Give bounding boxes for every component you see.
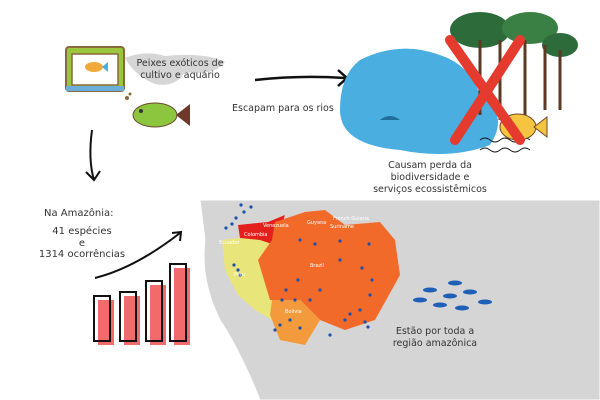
green-fish-icon <box>125 92 190 128</box>
bar-chart-icon <box>93 230 190 345</box>
occurrence-point <box>230 222 234 226</box>
occurrence-point <box>338 239 342 243</box>
arrow-escape <box>254 75 346 82</box>
occurrence-point <box>280 298 284 302</box>
country-label-french-guiana: French Guiana <box>333 216 369 222</box>
occurrence-point <box>296 278 300 282</box>
occurrence-point <box>234 216 238 220</box>
school-fish <box>443 293 457 299</box>
occurrence-point <box>328 333 332 337</box>
occurrence-point <box>273 328 277 332</box>
occurrence-point <box>308 298 312 302</box>
country-label-bolivia: Bolivia <box>285 309 302 315</box>
school-fish <box>478 299 492 305</box>
occurrence-point <box>358 308 362 312</box>
occurrence-point <box>366 325 370 329</box>
spread-label: Estão por toda a região amazônica <box>392 326 478 349</box>
occurrence-point <box>288 318 292 322</box>
occurrence-point <box>363 320 367 324</box>
and-label: e <box>78 238 86 249</box>
country-label-suriname: Suriname <box>330 224 354 230</box>
occurrence-point <box>249 205 253 209</box>
occurrence-point <box>318 288 322 292</box>
text-cloud <box>125 53 225 85</box>
occurrence-point <box>298 326 302 330</box>
occurrence-point <box>284 288 288 292</box>
species-count: 41 espécies <box>52 226 112 237</box>
occurrence-point <box>239 203 243 207</box>
amazon-title: Na Amazônia: <box>44 208 114 219</box>
country-label-peru: Peru <box>234 272 245 278</box>
occurrence-point <box>298 238 302 242</box>
occurrence-point <box>236 268 240 272</box>
school-fish <box>413 297 427 303</box>
country-label-colombia: Colombia <box>244 232 268 238</box>
arrow-down <box>89 129 95 181</box>
country-label-brazil: Brazil <box>310 263 324 269</box>
occurrence-point <box>313 242 317 246</box>
south-america-map: Venezuela Colombia Ecuador Peru Brazil B… <box>199 199 600 400</box>
occurrence-point <box>238 273 242 277</box>
source-label: Peixes exóticos de cultivo e aquário <box>136 58 224 81</box>
school-fish <box>448 280 462 286</box>
occurrence-point <box>232 263 236 267</box>
cross-icon <box>445 35 525 145</box>
country-label-guyana: Guyana <box>307 220 326 226</box>
fish-school-icon <box>413 280 492 311</box>
aquarium-icon <box>65 46 125 92</box>
school-fish <box>433 302 447 308</box>
occurrence-point <box>278 323 282 327</box>
impact-label: Causam perda da biodiversidade e serviço… <box>373 160 487 195</box>
occurrence-point <box>360 266 364 270</box>
country-label-venezuela: Venezuela <box>263 223 289 229</box>
bolivia-region <box>270 300 320 345</box>
occurrence-count: 1314 ocorrências <box>38 249 126 260</box>
occurrence-point <box>368 293 372 297</box>
occurrence-point <box>367 242 371 246</box>
occurrence-point <box>348 312 352 316</box>
occurrence-point <box>343 318 347 322</box>
school-fish <box>463 289 477 295</box>
occurrence-point <box>370 278 374 282</box>
school-fish <box>423 287 437 293</box>
school-fish <box>455 305 469 311</box>
occurrence-point <box>293 298 297 302</box>
escape-label: Escapam para os rios <box>232 103 334 114</box>
peru-region <box>222 230 272 320</box>
country-label-ecuador: Ecuador <box>219 240 240 246</box>
occurrence-point <box>242 210 246 214</box>
occurrence-point <box>224 226 228 230</box>
occurrence-point <box>338 258 342 262</box>
